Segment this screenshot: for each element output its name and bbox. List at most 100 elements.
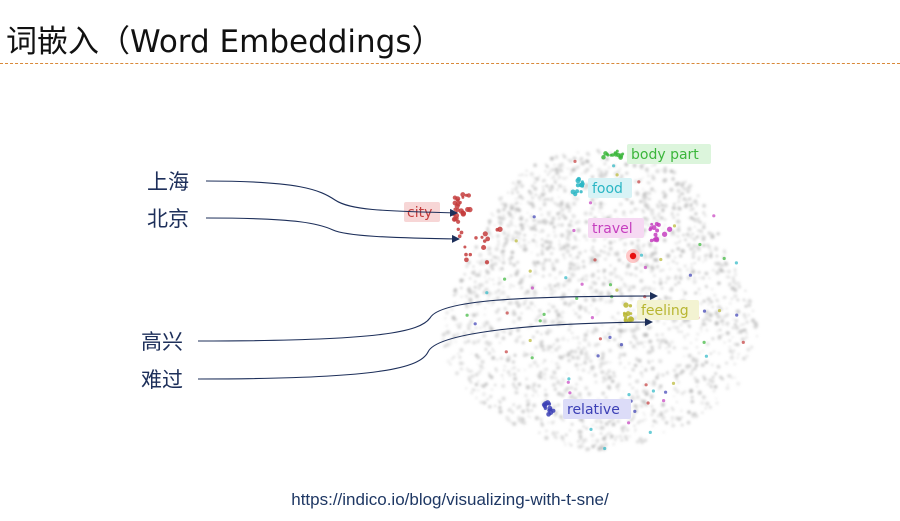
cloud-point xyxy=(488,325,493,330)
cloud-point xyxy=(607,375,612,380)
cloud-point xyxy=(568,266,573,271)
cloud-point xyxy=(470,374,475,379)
word-beijing: 北京 xyxy=(147,207,189,231)
cloud-point xyxy=(641,209,644,212)
cloud-point xyxy=(653,281,655,283)
cloud-point xyxy=(592,238,597,243)
cloud-point xyxy=(603,442,608,447)
cloud-point xyxy=(487,246,492,251)
cloud-point xyxy=(573,195,575,198)
cloud-point xyxy=(725,275,729,279)
cloud-point xyxy=(518,319,521,322)
cloud-point xyxy=(733,342,737,346)
cloud-point xyxy=(553,372,557,375)
cloud-point xyxy=(571,201,577,206)
cloud-point xyxy=(613,240,616,243)
cloud-point xyxy=(510,410,515,414)
cloud-point xyxy=(561,418,565,422)
cloud-point xyxy=(546,165,549,168)
cloud-point xyxy=(539,371,543,375)
cloud-point xyxy=(639,164,644,169)
cloud-point xyxy=(517,316,522,321)
cloud-point xyxy=(676,213,680,217)
cloud-point xyxy=(658,200,662,204)
cloud-point xyxy=(613,268,617,271)
cloud-point xyxy=(567,277,572,282)
cloud-point xyxy=(533,272,537,276)
cloud-point xyxy=(515,269,520,273)
cloud-point xyxy=(562,176,565,180)
cloud-point xyxy=(507,230,510,233)
scatter-point xyxy=(514,239,518,243)
cloud-point xyxy=(569,172,573,176)
cloud-point xyxy=(629,200,634,205)
scatter-point xyxy=(603,446,607,451)
cloud-point xyxy=(494,333,499,338)
cloud-point xyxy=(690,232,695,236)
cloud-point xyxy=(676,268,680,271)
cloud-point xyxy=(618,328,621,332)
cloud-point xyxy=(661,415,666,420)
source-url[interactable]: https://indico.io/blog/visualizing-with-… xyxy=(291,490,609,509)
cloud-point xyxy=(485,269,489,273)
cloud-point xyxy=(733,282,737,286)
cloud-point xyxy=(709,352,712,355)
cloud-point xyxy=(632,413,636,417)
cloud-point xyxy=(506,296,510,299)
cloud-point xyxy=(543,203,546,207)
cluster-point xyxy=(547,405,553,411)
cloud-point xyxy=(560,357,563,360)
cloud-point xyxy=(616,382,621,387)
cloud-point xyxy=(629,298,633,302)
cloud-point xyxy=(592,250,596,254)
cloud-point xyxy=(674,283,677,286)
cloud-point xyxy=(628,374,632,378)
cloud-point xyxy=(548,283,552,288)
cloud-point xyxy=(639,262,643,267)
cloud-point xyxy=(454,291,458,296)
cloud-point xyxy=(512,372,517,376)
cloud-point xyxy=(570,349,574,353)
cloud-point xyxy=(479,400,483,404)
cloud-point xyxy=(644,368,647,372)
cloud-point xyxy=(563,189,567,193)
cloud-point xyxy=(529,171,534,177)
cloud-point xyxy=(687,226,692,232)
cloud-point xyxy=(623,282,626,286)
cloud-point xyxy=(702,224,705,227)
cloud-point xyxy=(700,222,703,225)
cloud-point xyxy=(470,369,474,373)
cluster-point xyxy=(570,189,576,195)
cloud-point xyxy=(554,258,560,264)
cloud-point xyxy=(598,297,603,302)
cloud-point xyxy=(552,230,556,233)
cloud-point xyxy=(498,242,501,245)
cluster-point xyxy=(603,151,608,156)
cloud-point xyxy=(549,198,554,202)
cloud-point xyxy=(554,347,559,352)
cloud-point xyxy=(629,285,632,288)
cloud-point xyxy=(672,346,676,350)
cloud-point xyxy=(511,329,513,332)
cloud-point xyxy=(502,377,505,380)
cloud-point xyxy=(496,234,500,238)
cloud-point xyxy=(725,312,730,317)
cloud-point xyxy=(535,292,538,295)
cloud-point xyxy=(552,247,555,250)
cluster-point xyxy=(575,189,580,194)
cloud-point xyxy=(641,176,644,179)
cloud-point xyxy=(523,301,527,305)
cloud-point xyxy=(663,218,667,221)
cloud-point xyxy=(543,377,547,380)
scatter-point xyxy=(702,309,707,313)
cloud-point xyxy=(693,411,697,416)
cloud-point xyxy=(641,188,644,190)
cloud-point xyxy=(708,405,712,409)
cloud-point xyxy=(697,258,701,261)
cloud-point xyxy=(586,329,590,333)
cloud-point xyxy=(697,390,702,395)
cloud-point xyxy=(702,211,706,215)
cloud-point xyxy=(493,283,495,286)
cloud-point xyxy=(607,332,611,336)
cloud-point xyxy=(650,404,654,408)
